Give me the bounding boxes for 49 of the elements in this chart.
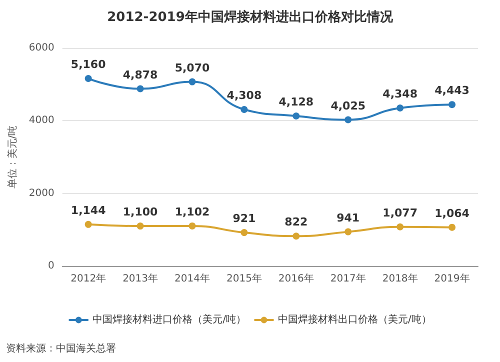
legend-label: 中国焊接材料进口价格（美元/吨） <box>92 314 246 326</box>
text: 资料来源：中国海关总署 <box>6 342 116 354</box>
point <box>344 116 352 124</box>
data-label: 822 <box>284 216 308 229</box>
x-tick-label: 2012年 <box>70 272 106 284</box>
point <box>448 101 456 108</box>
data-label: 1,064 <box>434 206 470 220</box>
chart-title: 2012-2019年中国焊接材料进出口价格对比情况 <box>107 9 394 25</box>
y-tick-label: 0 <box>48 260 54 272</box>
point <box>396 223 404 230</box>
point <box>292 232 300 240</box>
y-tick-label: 4000 <box>28 115 54 126</box>
x-tick-label: 2013年 <box>122 272 158 284</box>
point <box>240 229 248 236</box>
point <box>136 222 144 230</box>
x-tick-label: 2019年 <box>434 272 470 284</box>
point <box>240 106 248 113</box>
y-tick-label: 6000 <box>28 42 54 54</box>
point <box>188 78 196 86</box>
data-label: 4,443 <box>434 84 470 98</box>
data-label: 5,070 <box>174 61 210 74</box>
point <box>136 85 144 92</box>
point <box>84 220 92 228</box>
data-label: 4,348 <box>382 88 418 101</box>
y-tick-label: 2000 <box>28 188 54 199</box>
data-label: 1,077 <box>382 206 418 220</box>
data-label: 941 <box>336 211 360 224</box>
data-label: 4,025 <box>330 99 366 112</box>
point <box>84 75 92 82</box>
x-tick-label: 2018年 <box>382 272 418 284</box>
data-label: 4,878 <box>122 68 158 82</box>
point <box>344 228 352 236</box>
x-tick-label: 2016年 <box>278 272 314 284</box>
point <box>396 104 404 112</box>
data-label: 4,128 <box>278 96 314 109</box>
legend-label: 中国焊接材料出口价格（美元/吨） <box>278 314 432 326</box>
y-axis-title: 单位：美元/吨 <box>6 125 18 189</box>
x-tick-label: 2017年 <box>330 272 366 284</box>
data-label: 4,308 <box>226 88 262 102</box>
point <box>188 222 196 230</box>
point <box>292 112 300 120</box>
data-label: 1,100 <box>122 206 158 219</box>
data-label: 1,102 <box>174 205 210 218</box>
point <box>448 224 456 231</box>
data-label: 921 <box>232 212 256 226</box>
x-tick-label: 2014年 <box>174 272 210 284</box>
data-label: 5,160 <box>70 58 106 72</box>
x-tick-label: 2015年 <box>226 272 262 284</box>
data-label: 1,144 <box>70 204 106 217</box>
